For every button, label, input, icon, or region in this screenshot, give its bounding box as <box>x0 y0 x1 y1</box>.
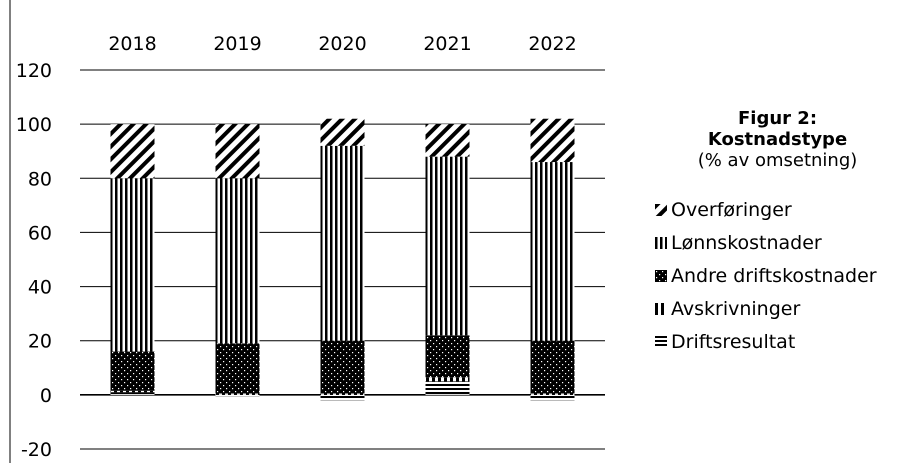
legend-label: Avskrivninger <box>671 297 801 320</box>
y-tick-label: -20 <box>21 439 52 461</box>
bar-segment <box>215 343 260 394</box>
y-tick-label: 80 <box>28 168 52 190</box>
bar-segment <box>215 124 260 179</box>
legend-swatch-icon <box>655 203 667 216</box>
legend: Figur 2: Kostnadstype (% av omsetning) O… <box>655 108 910 358</box>
bar-segment <box>530 340 575 394</box>
bar-segment <box>215 178 260 344</box>
bar-segment <box>215 394 260 397</box>
legend-item: Andre driftskostnader <box>655 259 910 292</box>
legend-item: Overføringer <box>655 193 910 226</box>
y-tick-label: 0 <box>40 385 52 407</box>
legend-label: Andre driftskostnader <box>671 264 877 287</box>
legend-swatch-icon <box>655 269 667 282</box>
figure-title: Figur 2: <box>737 108 818 129</box>
legend-item: Driftsresultat <box>655 325 910 358</box>
category-label: 2018 <box>108 33 156 55</box>
legend-label: Driftsresultat <box>671 330 796 353</box>
bar-segment <box>530 394 575 401</box>
bar-segment <box>320 145 365 341</box>
category-label: 2020 <box>318 33 366 55</box>
bar-segment <box>320 393 365 395</box>
bar-segment <box>215 393 260 395</box>
category-label: 2022 <box>528 33 576 55</box>
legend-swatch-icon <box>655 335 667 348</box>
legend-item: Avskrivninger <box>655 292 910 325</box>
legend-label: Lønnskostnader <box>671 231 822 254</box>
bar-segment <box>425 335 470 378</box>
y-tick-label: 100 <box>16 114 52 136</box>
category-label: 2021 <box>423 33 471 55</box>
bar-segment <box>530 118 575 163</box>
y-tick-label: 20 <box>28 331 52 353</box>
legend-label: Overføringer <box>671 198 792 221</box>
y-tick-label: 40 <box>28 277 52 299</box>
bar-segment <box>110 390 155 393</box>
bar-segment <box>320 118 365 146</box>
bar-segment <box>320 340 365 394</box>
bar-segment <box>425 124 470 157</box>
bar-segment <box>530 393 575 395</box>
bar-segment <box>530 162 575 341</box>
legend-swatch-icon <box>655 236 667 249</box>
legend-swatch-icon <box>655 302 667 315</box>
bar-segment <box>320 394 365 401</box>
y-tick-label: 60 <box>28 222 52 244</box>
y-tick-label: 120 <box>16 60 52 82</box>
bar-segment <box>425 156 470 336</box>
bar-segment <box>425 377 470 382</box>
legend-item: Lønnskostnader <box>655 226 910 259</box>
bar-segment <box>425 381 470 395</box>
bar-segment <box>110 178 155 352</box>
figure-subtitle: (% av omsetning) <box>697 150 858 171</box>
legend-list: Overføringer Lønnskostnader Andre driftsko… <box>655 193 910 358</box>
bar-segment <box>110 392 155 395</box>
bar-segment <box>110 351 155 391</box>
bar-segment <box>110 124 155 179</box>
figure-subtitle-bold: Kostnadstype <box>707 129 848 150</box>
category-label: 2019 <box>213 33 261 55</box>
